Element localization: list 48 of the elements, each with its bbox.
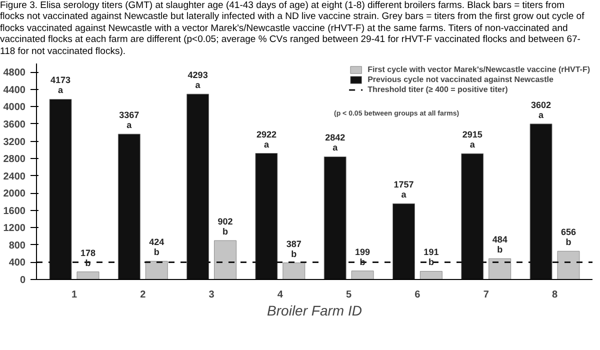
data-label: 484 b: [492, 234, 508, 255]
data-label: 3367 a: [119, 110, 140, 130]
data-label: 2922 a: [256, 129, 276, 150]
x-tick-label: 3: [208, 289, 215, 300]
y-tick-label: 800: [8, 240, 26, 252]
y-tick-label: 3200: [3, 136, 26, 148]
y-tick-label: 2400: [3, 171, 26, 182]
y-tick-label: 1200: [3, 223, 26, 234]
data-label: 1757 a: [394, 180, 414, 200]
data-label: 3602 a: [531, 100, 552, 120]
y-tick-label: 3600: [3, 119, 26, 130]
y-tick-label: 4800: [3, 68, 26, 79]
y-tick-label: 0: [20, 274, 26, 286]
x-tick-label: 6: [414, 289, 421, 300]
x-tick-label: 8: [552, 289, 558, 300]
y-tick-label: 4000: [3, 102, 26, 114]
x-tick-label: 5: [346, 289, 352, 300]
x-tick-label: 1: [71, 289, 78, 300]
bar: [557, 250, 580, 280]
data-label: 387 b: [286, 238, 302, 259]
bar: [488, 258, 512, 280]
bar: [145, 260, 168, 280]
bar: [76, 272, 100, 280]
legend-label: Threshold titer (≥ 400 = positive titer): [368, 84, 508, 95]
bar: [282, 262, 306, 280]
legend-label: First cycle with vector Marek's/Newcastle vaccine (rHVT-F): [368, 64, 590, 75]
y-tick-label: 4400: [3, 84, 26, 96]
data-label: 2915 a: [462, 130, 482, 150]
data-label: 2842 a: [325, 132, 346, 153]
data-label: 902 b: [218, 216, 233, 236]
x-tick-label: 4: [277, 289, 284, 300]
y-tick-label: 400: [8, 258, 26, 269]
x-axis-title: Broiler Farm ID: [267, 302, 362, 318]
bar: [351, 270, 374, 280]
data-label: 656 b: [560, 227, 576, 248]
data-label: 424 b: [149, 237, 164, 258]
y-tick-label: 1600: [3, 206, 26, 217]
data-label: 4293 a: [188, 70, 208, 90]
bar: [214, 240, 236, 280]
data-label: 4173 a: [50, 75, 71, 96]
x-tick-label: 2: [140, 289, 146, 300]
y-tick-label: 2000: [3, 188, 26, 200]
bar: [420, 270, 442, 280]
legend-label: Previous cycle not vaccinated against Newcastle: [368, 74, 554, 85]
x-tick-label: 7: [483, 289, 490, 300]
data-label: 191 b: [424, 247, 439, 268]
y-tick-label: 2800: [3, 154, 26, 165]
chart-title: Figure 3. Elisa serology titers (GMT) at slaughter age (41-43 days of age) at eight (1-8) different broilers farms. Black bars = titers from flocks not vaccinated against Newcastle but laterally infected with a ND live vaccine strain. Grey bars = titers from the first grow out cycle of flocks vaccinated against Newcastle with a vector Marek's/Newcastle vaccine (rHVT-F) at the same farms. Titers of non-vaccinated and vaccinated flocks at each farm are different (p<0.05; average % CVs ranged between 29-41 for rHVT-F vaccinated flocks and between 67-118 for not vaccinated flocks).: [0, 0, 586, 57]
